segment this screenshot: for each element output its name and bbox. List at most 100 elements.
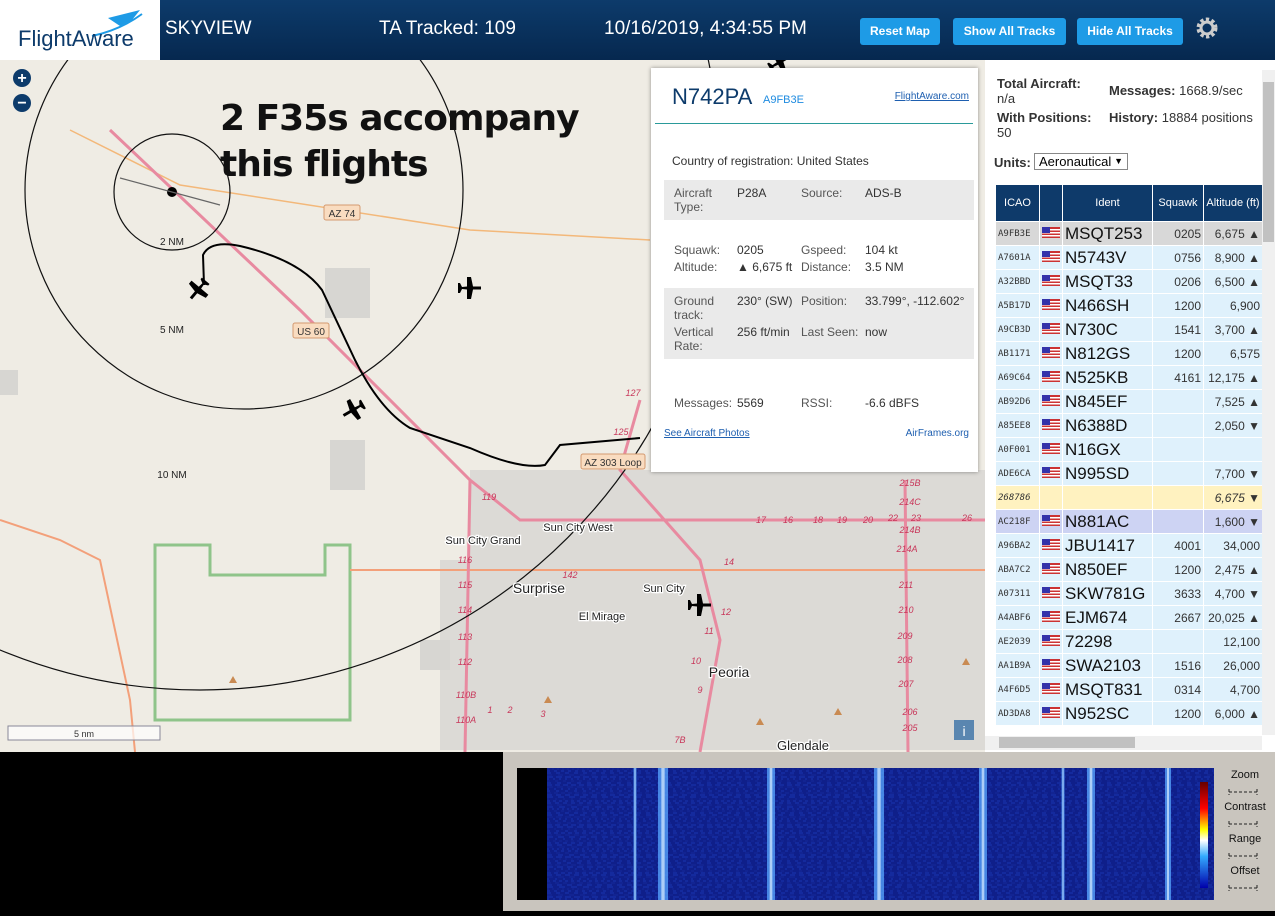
place-label: El Mirage (579, 611, 625, 623)
range-ring (24, 60, 464, 410)
reset-map-button[interactable]: Reset Map (860, 18, 940, 45)
route-number: 26 (961, 513, 972, 523)
aircraft-icon (458, 277, 481, 299)
aircraft-row[interactable]: AB1171 N812GS 1200 6,575 (995, 341, 1263, 366)
sq-cell: 4161 (1152, 365, 1204, 390)
aircraft-row[interactable]: A7601A N5743V 0756 8,900 ▲ (995, 245, 1263, 270)
place-label: Peoria (709, 664, 750, 680)
photos-link[interactable]: See Aircraft Photos (664, 428, 750, 439)
flag-icon (1042, 322, 1060, 334)
signal-core (877, 768, 881, 900)
flag-cell (1039, 365, 1063, 390)
zoom-glyph: + (17, 70, 26, 87)
aircraft-row[interactable]: A69C64 N525KB 4161 12,175 ▲ (995, 365, 1263, 390)
aircraft-row[interactable]: 268786 6,675 ▼ (995, 485, 1263, 510)
aircraft-row[interactable]: AD3DA8 N952SC 1200 6,000 ▲ (995, 701, 1263, 726)
field-label: Distance: (801, 260, 852, 274)
column-header: Ident (1062, 184, 1153, 222)
signal-core (1167, 768, 1169, 900)
field-label: Messages: (674, 396, 733, 410)
sq-cell: 1200 (1152, 293, 1204, 318)
icao-cell: A4F6D5 (995, 677, 1040, 702)
peak-icon (962, 658, 970, 665)
flag-cell (1039, 485, 1063, 510)
field-value: 3.5 NM (865, 260, 904, 274)
aircraft-row[interactable]: A07311 SKW781G 3633 4,700 ▼ (995, 581, 1263, 606)
sq-cell: 0205 (1152, 221, 1204, 246)
history-stat: History: 18884 positions (1109, 110, 1253, 125)
aircraft-row[interactable]: AA1B9A SWA2103 1516 26,000 (995, 653, 1263, 678)
route-number: 2 (506, 705, 512, 715)
route-number: 214C (898, 497, 921, 507)
zoom-button[interactable] (13, 69, 31, 87)
units-value: Aeronautical (1039, 154, 1112, 169)
settings-icon[interactable] (1195, 16, 1219, 40)
alt-cell: 12,100 (1203, 629, 1263, 654)
icao-cell: ADE6CA (995, 461, 1040, 486)
flag-icon (1042, 706, 1060, 718)
flag-icon (1042, 250, 1060, 262)
aircraft-row[interactable]: A85EE8 N6388D 2,050 ▼ (995, 413, 1263, 438)
sq-cell: 2667 (1152, 605, 1204, 630)
logo[interactable]: FlightAware (0, 0, 160, 60)
signal-core (634, 768, 636, 900)
field-label: Squawk: (674, 243, 721, 257)
header: FlightAware SKYVIEW TA Tracked: 109 10/1… (0, 0, 1275, 60)
sq-cell (1152, 485, 1204, 510)
vertical-scrollbar[interactable] (1262, 70, 1275, 735)
control-slider[interactable] (1228, 789, 1258, 795)
zoom-button[interactable] (13, 94, 31, 112)
column-header: Squawk (1152, 184, 1204, 222)
aircraft-row[interactable]: A5B17D N466SH 1200 6,900 (995, 293, 1263, 318)
ident-cell: N845EF (1062, 389, 1153, 414)
aircraft-row[interactable]: AC218F N881AC 1,600 ▼ (995, 509, 1263, 534)
place-label: Sun City Grand (445, 535, 520, 547)
positions-stat: With Positions: 50 (997, 110, 1092, 140)
aircraft-row[interactable]: A4F6D5 MSQT831 0314 4,700 (995, 677, 1263, 702)
value: n/a (997, 91, 1016, 106)
aircraft-row[interactable]: A9FB3E MSQT253 0205 6,675 ▲ (995, 221, 1263, 246)
icao-cell: AD3DA8 (995, 701, 1040, 726)
flag-cell (1039, 533, 1063, 558)
hide-tracks-button[interactable]: Hide All Tracks (1077, 18, 1183, 45)
aircraft-row[interactable]: A4ABF6 EJM674 2667 20,025 ▲ (995, 605, 1263, 630)
info-button[interactable] (954, 720, 974, 740)
aircraft-row[interactable]: AE2039 72298 12,100 (995, 629, 1263, 654)
alt-cell: 26,000 (1203, 653, 1263, 678)
label: History: (1109, 110, 1159, 125)
ident-cell: N730C (1062, 317, 1153, 342)
ident-cell: MSQT253 (1062, 221, 1153, 246)
range-label: 5 NM (160, 325, 184, 336)
aircraft-popup: N742PA A9FB3E FlightAware.com Country of… (651, 68, 978, 472)
annotation: 2 F35s accompany this flights (220, 98, 580, 185)
flag-cell (1039, 317, 1063, 342)
control-slider[interactable] (1228, 885, 1258, 891)
show-tracks-button[interactable]: Show All Tracks (953, 18, 1066, 45)
aircraft-row[interactable]: ABA7C2 N850EF 1200 2,475 ▲ (995, 557, 1263, 582)
flightaware-link[interactable]: FlightAware.com (894, 91, 969, 102)
units-select[interactable]: Aeronautical ▼ (1034, 153, 1128, 170)
aircraft-row[interactable]: AB92D6 N845EF 7,525 ▲ (995, 389, 1263, 414)
horizontal-scrollbar[interactable] (985, 736, 1262, 750)
airframes-link[interactable]: AirFrames.org (905, 428, 969, 439)
aircraft-icon (342, 398, 366, 421)
ident-cell: MSQT831 (1062, 677, 1153, 702)
alt-cell: 7,525 ▲ (1203, 389, 1263, 414)
field-label: Position: (801, 294, 848, 308)
aircraft-row[interactable]: A32BBD MSQT33 0206 6,500 ▲ (995, 269, 1263, 294)
field-value: 104 kt (865, 243, 898, 257)
scale-bar (7, 725, 161, 741)
aircraft-row[interactable]: A96BA2 JBU1417 4001 34,000 (995, 533, 1263, 558)
alt-cell: 3,700 ▲ (1203, 317, 1263, 342)
aircraft-row[interactable]: A0F001 N16GX (995, 437, 1263, 462)
flag-cell (1039, 413, 1063, 438)
value: 1668.9/sec (1179, 83, 1243, 98)
alt-cell: 2,050 ▼ (1203, 413, 1263, 438)
messages-stat: Messages: 1668.9/sec (1109, 83, 1243, 98)
field-label: Last Seen: (801, 325, 859, 339)
aircraft-row[interactable]: ADE6CA N995SD 7,700 ▼ (995, 461, 1263, 486)
control-slider[interactable] (1228, 821, 1258, 827)
control-slider[interactable] (1228, 853, 1258, 859)
aircraft-row[interactable]: A9CB3D N730C 1541 3,700 ▲ (995, 317, 1263, 342)
range-label: 2 NM (160, 237, 184, 248)
